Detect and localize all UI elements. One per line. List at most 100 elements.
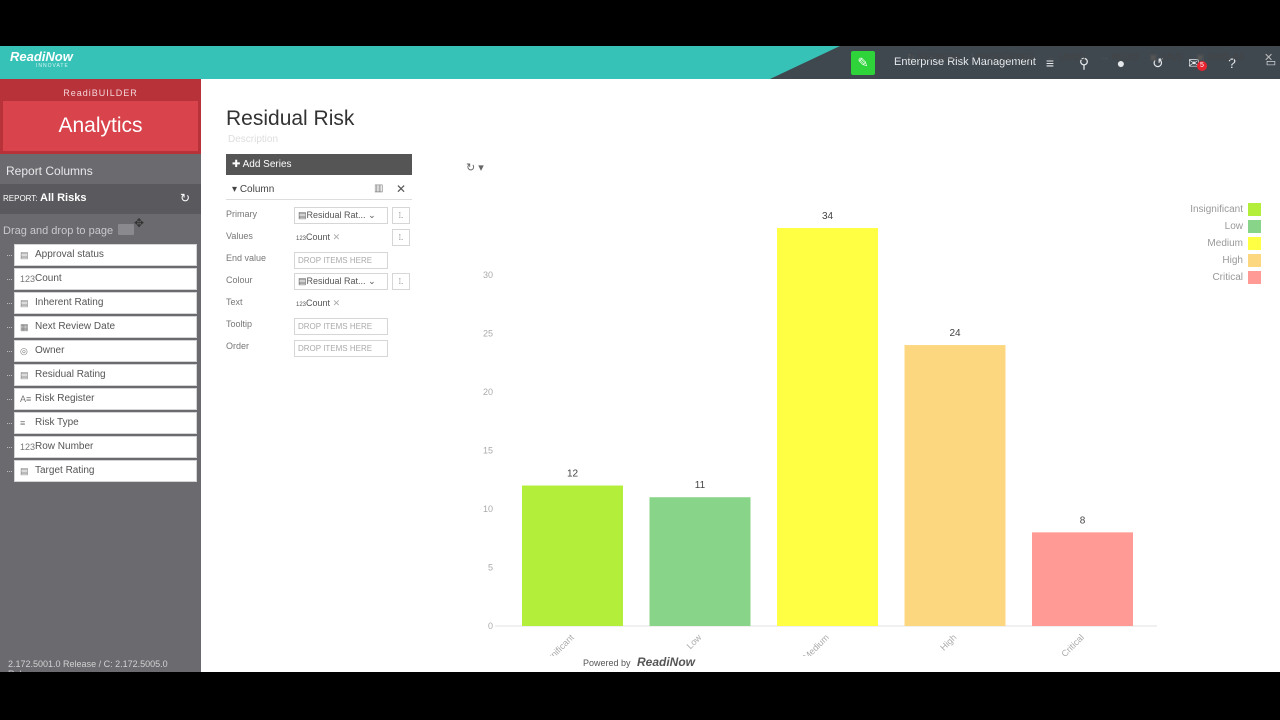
window-icon[interactable]: ▭ — [1265, 57, 1277, 69]
legend-label: Critical — [1212, 272, 1243, 283]
primary-options-icon[interactable]: ⁞. — [392, 207, 410, 224]
add-series-button[interactable]: ✚ Add Series — [226, 154, 412, 175]
primary-label: Primary — [226, 209, 257, 219]
save-as-icon: ▣ — [1196, 52, 1205, 62]
text-label: Text — [226, 297, 243, 307]
remove-series-icon[interactable]: ✕ — [396, 182, 407, 196]
colour-field[interactable]: ▤Residual Rat... ⌄ — [294, 273, 388, 290]
undo-button[interactable]: ← UNDO — [1047, 52, 1086, 62]
chart-bar[interactable] — [522, 485, 623, 626]
report-column-item[interactable]: 123 Count — [7, 268, 197, 290]
logo-tagline: INNOVATE — [36, 63, 69, 69]
report-column-label: Owner — [35, 345, 65, 356]
report-column-item[interactable]: 123 Row Number — [7, 436, 197, 458]
save-as-button[interactable]: ▣ SAVE AS — [1196, 52, 1245, 62]
legend-swatch — [1248, 254, 1261, 267]
close-icon[interactable]: ✕ — [1264, 52, 1274, 64]
redo-button[interactable]: → REDO — [1100, 52, 1139, 62]
report-column-item[interactable]: ▦ Next Review Date — [7, 316, 197, 338]
number-icon: 123 — [296, 302, 307, 308]
wrench-icon[interactable]: ✎ — [851, 51, 875, 75]
y-tick-label: 20 — [483, 387, 493, 397]
primary-field[interactable]: ▤Residual Rat... ⌄ — [294, 207, 388, 224]
undo-icon: ← — [1047, 52, 1056, 62]
chevron-down-icon: ⌄ — [368, 210, 376, 220]
help-icon[interactable]: ? — [1228, 55, 1236, 71]
report-column-label: Residual Rating — [35, 369, 106, 380]
values-label: Values — [226, 231, 253, 241]
report-column-label: Approval status — [35, 249, 104, 260]
values-options-icon[interactable]: ⁞. — [392, 229, 410, 246]
values-chip[interactable]: 123Count ✕ — [296, 232, 341, 242]
save-button[interactable]: ▣ SAVE — [1149, 52, 1184, 62]
report-name[interactable]: All Risks — [40, 192, 87, 204]
report-column-label: Risk Register — [35, 393, 95, 404]
report-column-item[interactable]: ◎ Owner — [7, 340, 197, 362]
drag-hint: Drag and drop to page — [3, 225, 114, 237]
redo-icon: → — [1100, 52, 1109, 62]
save-icon: ▣ — [1149, 52, 1158, 62]
x-tick-label: Insignificant — [535, 632, 576, 656]
report-column-item[interactable]: ▤ Target Rating — [7, 460, 197, 482]
y-tick-label: 25 — [483, 328, 493, 338]
legend-label: High — [1222, 255, 1243, 266]
field-type-icon: ▤ — [20, 298, 29, 308]
end-value-drop[interactable]: DROP ITEMS HERE — [294, 252, 388, 269]
version-info: 2.172.5001.0 Release / C: 2.172.5005.0 R… — [8, 659, 168, 672]
properties-icon: ⁞ — [971, 52, 974, 62]
remove-icon[interactable]: ✕ — [332, 232, 341, 242]
properties-button[interactable]: ⁞ PROPERTIES — [971, 52, 1035, 62]
chart-bar[interactable] — [649, 497, 751, 626]
refresh-icon[interactable]: ↻ — [180, 191, 191, 205]
report-column-item[interactable]: ▤ Residual Rating — [7, 364, 197, 386]
legend-label: Medium — [1207, 238, 1243, 249]
series-type[interactable]: ▾ Column — [232, 184, 275, 195]
data-label: 24 — [949, 328, 961, 339]
chart-bar[interactable] — [1032, 532, 1133, 626]
chart-bar[interactable] — [777, 228, 878, 626]
y-tick-label: 10 — [483, 504, 493, 514]
tooltip-drop[interactable]: DROP ITEMS HERE — [294, 318, 388, 335]
bar-chart-icon[interactable]: ▥ — [374, 183, 384, 194]
legend-swatch — [1248, 237, 1261, 250]
refresh-button[interactable]: ↻ REFRESH — [907, 52, 961, 62]
text-chip[interactable]: 123Count ✕ — [296, 298, 341, 308]
app-name[interactable]: Enterprise Risk Management — [894, 56, 1036, 68]
history-icon[interactable]: ↺ — [1152, 55, 1164, 71]
field-icon: ▤ — [298, 276, 307, 286]
x-tick-label: Medium — [801, 632, 831, 656]
builder-title[interactable]: Analytics — [3, 101, 198, 151]
search-icon[interactable]: ⚲ — [1078, 55, 1090, 71]
report-title[interactable]: Residual Risk — [226, 107, 355, 130]
tooltip-label: Tooltip — [226, 319, 253, 329]
column-chart[interactable]: 0 5 10 15 20 25 30 12 Insignificant 11 Low 34 Medium… — [420, 146, 1280, 656]
report-description[interactable]: Description — [228, 134, 279, 145]
notification-badge: 5 — [1197, 61, 1207, 71]
y-tick-label: 0 — [488, 621, 493, 631]
menu-icon[interactable]: ≡ — [1045, 55, 1055, 71]
data-label: 12 — [567, 469, 579, 480]
chart-bar[interactable] — [904, 345, 1006, 626]
colour-options-icon[interactable]: ⁞. — [392, 273, 410, 290]
field-type-icon: A≡ — [20, 394, 32, 404]
report-column-label: Row Number — [35, 441, 94, 452]
notifications-icon[interactable]: ✉ — [1188, 55, 1200, 71]
end-value-label: End value — [226, 253, 267, 263]
remove-icon[interactable]: ✕ — [332, 298, 341, 308]
series-header[interactable]: ▾ Column ▥ ✕ — [226, 180, 412, 200]
field-type-icon: ◎ — [20, 346, 28, 356]
report-column-item[interactable]: ▤ Approval status — [7, 244, 197, 266]
report-selector[interactable]: REPORT: All Risks ↻ — [0, 184, 201, 214]
x-tick-label: High — [938, 632, 958, 652]
report-column-item[interactable]: A≡ Risk Register — [7, 388, 197, 410]
user-icon[interactable]: ● — [1116, 55, 1126, 71]
logo[interactable]: ReadiNow — [10, 49, 73, 64]
report-column-item[interactable]: ▤ Inherent Rating — [7, 292, 197, 314]
order-label: Order — [226, 341, 250, 351]
order-drop[interactable]: DROP ITEMS HERE — [294, 340, 388, 357]
chart-refresh-icon[interactable]: ↻ ▾ — [466, 162, 484, 174]
number-icon: 123 — [296, 236, 307, 242]
report-column-item[interactable]: ≡ Risk Type — [7, 412, 197, 434]
caret-down-icon: ▾ — [232, 184, 240, 195]
field-type-icon: ≡ — [20, 418, 26, 428]
